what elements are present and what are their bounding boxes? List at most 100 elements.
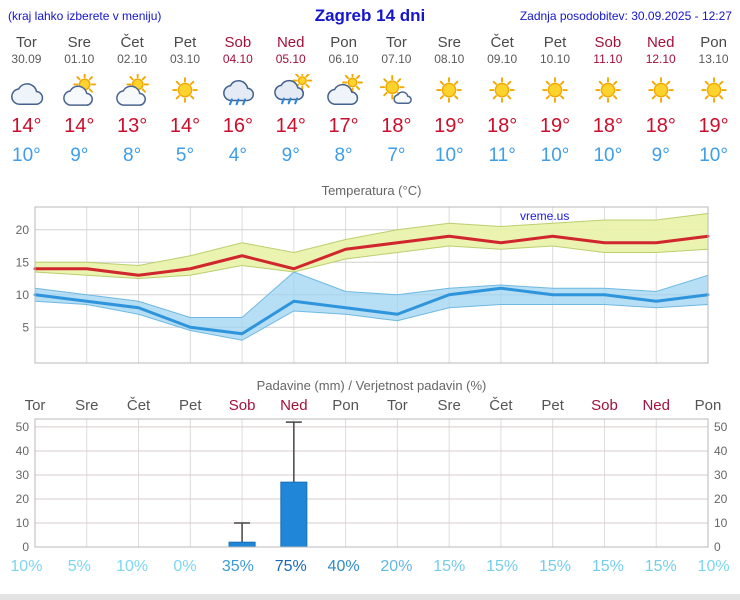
sun-ray (545, 80, 550, 85)
low-temp: 9° (70, 145, 89, 166)
sun-ray (129, 76, 134, 81)
sun-ray (355, 85, 360, 91)
precip-probability: 75% (274, 558, 307, 575)
sun-disc (177, 82, 193, 98)
x-axis-day-label: Čet (489, 397, 513, 414)
high-temp: 14° (11, 115, 42, 137)
day-name: Čet (120, 34, 144, 51)
day-name: Ned (646, 34, 675, 51)
day-date: 03.10 (169, 52, 200, 66)
sun-disc (494, 82, 510, 98)
horizontal-scrollbar-track[interactable] (0, 594, 740, 600)
high-temp: 14° (275, 115, 306, 137)
forecast-day: Tor 07.10 18° 7° (370, 34, 423, 167)
day-name: Sre (437, 34, 461, 51)
low-temp: 9° (651, 145, 670, 166)
header-bar: (kraj lahko izberete v meniju) Zagreb 14… (0, 0, 740, 28)
sun-ray (598, 95, 603, 100)
sun-disc (653, 82, 669, 98)
sun-disc (297, 76, 307, 86)
high-temp: 18° (592, 115, 623, 137)
plot-border (34, 418, 709, 548)
y-axis-tick-left: 50 (16, 420, 30, 434)
sun-ray (355, 74, 360, 80)
day-date: 04.10 (222, 52, 253, 66)
rain-sun-icon (264, 71, 317, 111)
high-temp: 19° (434, 115, 465, 137)
low-temp: 10° (699, 145, 728, 166)
day-name: Ned (276, 34, 305, 51)
sun-shape (172, 77, 198, 103)
mostly-sunny-icon (370, 71, 423, 111)
precip-probability: 15% (538, 558, 571, 575)
y-axis-tick-left: 30 (16, 468, 30, 482)
cloud-shape (326, 83, 358, 105)
partly-cloudy-icon (106, 71, 159, 111)
day-name: Čet (490, 34, 514, 51)
precip-probability: 10% (697, 558, 730, 575)
sunny-icon (581, 71, 634, 111)
sun-shape (542, 77, 568, 103)
sun-shape (700, 77, 727, 103)
sun-ray (651, 80, 656, 85)
high-temp: 14° (169, 115, 201, 137)
y-axis-tick-right: 40 (714, 444, 728, 458)
raindrop (293, 97, 298, 105)
cloud-shape (273, 79, 304, 101)
day-date: 13.10 (698, 52, 729, 66)
precip-probability: 5% (67, 558, 91, 575)
sun-ray (651, 95, 656, 100)
sun-ray (454, 80, 459, 85)
day-name: Sob (224, 34, 252, 51)
sunny-glyph (542, 77, 568, 103)
forecast-day: Čet 09.10 18° 11° (476, 34, 529, 167)
sun-ray (175, 95, 180, 100)
sun-ray (141, 88, 147, 93)
y-axis-tick-right: 0 (714, 540, 721, 554)
x-axis-day-label: Sob (229, 397, 256, 414)
day-name: Pet (173, 34, 197, 51)
x-axis-day-label: Pon (695, 397, 722, 414)
sun-ray (383, 78, 388, 83)
forecast-day: Sre 08.10 19° 10° (423, 34, 476, 167)
y-axis-tick-right: 20 (714, 492, 728, 506)
low-temp: 7° (387, 145, 406, 166)
sun-ray (665, 80, 670, 85)
sun-disc (347, 77, 358, 88)
sun-ray (175, 80, 180, 85)
sun-ray (397, 78, 402, 83)
sunny-glyph (172, 77, 198, 103)
high-temp: 13° (117, 115, 148, 137)
low-temp: 5° (175, 145, 195, 166)
watermark-link[interactable]: vreme.us (520, 209, 569, 223)
sun-ray (454, 95, 459, 100)
forecast-day: Ned 12.10 18° 9° (634, 34, 687, 167)
high-temp: 14° (64, 115, 95, 137)
sun-disc (706, 82, 721, 98)
raindrop (280, 97, 285, 105)
low-temp: 11° (488, 145, 516, 166)
high-temp: 18° (487, 115, 518, 137)
sunny-glyph (595, 77, 621, 103)
sunny-icon (634, 71, 687, 111)
sunny-icon (423, 71, 476, 111)
forecast-day: Pet 10.10 19° 10° (529, 34, 582, 167)
forecast-day: Pon 13.10 19° 10° (687, 34, 740, 167)
sun-ray (305, 74, 310, 78)
forecast-row: Tor 30.09 14° 10° Sre 01.10 14° 9° Čet 02.10 13° 8°… (0, 34, 740, 167)
cloud-shape (222, 80, 254, 102)
sunny-glyph (700, 77, 727, 103)
mostly-sunny-glyph (380, 74, 413, 105)
low-temp: 10° (593, 145, 623, 166)
temp-chart-title: Temperatura (°C) (322, 183, 422, 198)
day-name: Tor (16, 34, 37, 51)
cloud-shape (11, 83, 44, 105)
sun-disc (547, 82, 563, 98)
sunny-glyph (436, 77, 463, 103)
partly-cloudy-glyph (116, 74, 150, 106)
sun-ray (88, 76, 94, 81)
x-axis-day-label: Pon (332, 397, 359, 414)
day-date: 08.10 (434, 52, 465, 66)
sun-disc (441, 82, 457, 98)
y-axis-tick-left: 20 (16, 492, 30, 506)
